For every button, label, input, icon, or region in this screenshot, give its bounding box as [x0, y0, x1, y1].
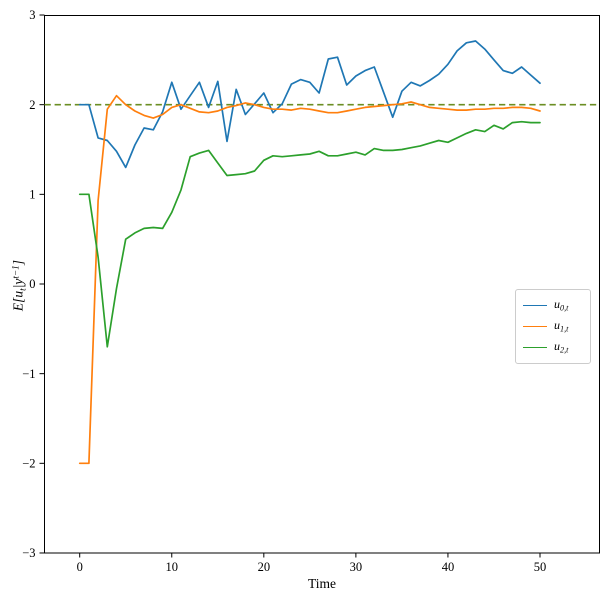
ylabel-superscript: t−1 [10, 265, 21, 279]
legend-box: u0,t u1,t u2,t [515, 289, 591, 364]
ylabel-prefix: E[u [10, 290, 26, 312]
x-tick-label: 0 [77, 560, 83, 574]
x-axis-label: Time [307, 576, 336, 591]
legend-item-u0: u0,t [523, 295, 583, 316]
legend-label-u0: u0,t [554, 297, 569, 313]
y-tick-label: 2 [29, 98, 35, 112]
legend-line-swatch-orange [523, 326, 547, 327]
x-tick-label: 30 [350, 560, 363, 574]
y-tick-label: −1 [22, 367, 35, 381]
y-tick-label: −2 [22, 457, 35, 471]
y-tick-label: 0 [29, 277, 35, 291]
axes-frame [44, 15, 600, 554]
y-tick-label: 3 [29, 8, 35, 22]
x-tick-label: 20 [258, 560, 271, 574]
x-tick-label: 50 [534, 560, 547, 574]
legend-item-u1: u1,t [523, 316, 583, 337]
y-axis-label: E[ut|yt−1] [10, 231, 27, 341]
legend-label-u2: u2,t [554, 339, 569, 355]
legend-item-u2: u2,t [523, 337, 583, 358]
legend-line-swatch-blue [523, 305, 547, 306]
ylabel-suffix: ] [10, 259, 26, 266]
x-tick-label: 40 [442, 560, 455, 574]
series-line-1 [78, 94, 541, 465]
series-line-2 [78, 120, 541, 348]
y-tick-label: −3 [22, 546, 35, 560]
series-line-0 [78, 40, 541, 169]
legend-label-u1: u1,t [554, 318, 569, 334]
y-tick-label: 1 [29, 188, 35, 202]
ylabel-mid: |y [10, 278, 26, 289]
x-tick-label: 10 [166, 560, 179, 574]
legend-line-swatch-green [523, 347, 547, 348]
ylabel-subscript: t [17, 288, 28, 291]
